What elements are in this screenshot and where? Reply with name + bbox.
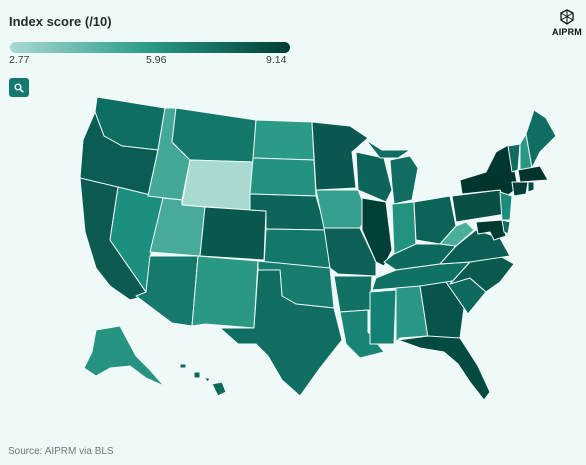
logo-text: AIPRM bbox=[552, 27, 582, 37]
state-illinois[interactable] bbox=[361, 197, 393, 267]
state-arkansas[interactable] bbox=[333, 275, 373, 313]
state-delaware[interactable] bbox=[501, 219, 511, 235]
state-south-dakota[interactable] bbox=[249, 157, 317, 197]
state-wisconsin[interactable] bbox=[355, 151, 393, 203]
state-michigan-upper[interactable] bbox=[365, 139, 411, 159]
state-texas[interactable] bbox=[219, 269, 343, 397]
state-florida[interactable] bbox=[397, 335, 491, 401]
state-iowa[interactable] bbox=[315, 189, 369, 229]
state-alaska[interactable] bbox=[83, 325, 165, 387]
state-rhode-island[interactable] bbox=[527, 181, 535, 193]
state-georgia[interactable] bbox=[419, 281, 465, 339]
state-alabama[interactable] bbox=[395, 285, 429, 343]
state-north-dakota[interactable] bbox=[252, 119, 315, 161]
state-west-virginia[interactable] bbox=[439, 221, 475, 247]
state-mississippi[interactable] bbox=[369, 289, 397, 345]
legend-color-scale bbox=[10, 42, 290, 53]
state-new-mexico[interactable] bbox=[191, 255, 259, 329]
state-hawaii[interactable] bbox=[179, 363, 227, 397]
aiprm-logo-icon bbox=[560, 9, 574, 25]
state-colorado[interactable] bbox=[199, 206, 267, 261]
state-new-jersey[interactable] bbox=[499, 191, 513, 221]
legend-title: Index score (/10) bbox=[9, 14, 112, 29]
aiprm-logo: AIPRM bbox=[552, 9, 582, 39]
search-icon bbox=[14, 82, 24, 93]
state-missouri[interactable] bbox=[323, 227, 377, 277]
source-note: Source: AIPRM via BLS bbox=[8, 446, 114, 457]
state-massachusetts[interactable] bbox=[517, 165, 549, 183]
state-wyoming[interactable] bbox=[181, 159, 254, 211]
state-connecticut[interactable] bbox=[511, 181, 529, 197]
state-michigan[interactable] bbox=[389, 155, 419, 205]
state-montana[interactable] bbox=[171, 107, 257, 163]
legend-min-label: 2.77 bbox=[9, 54, 30, 66]
legend-mid-label: 5.96 bbox=[146, 54, 167, 66]
state-louisiana[interactable] bbox=[339, 309, 385, 359]
state-pennsylvania[interactable] bbox=[451, 189, 507, 223]
state-maine[interactable] bbox=[525, 109, 557, 169]
legend-max-label: 9.14 bbox=[266, 54, 287, 66]
search-button[interactable] bbox=[9, 78, 29, 97]
